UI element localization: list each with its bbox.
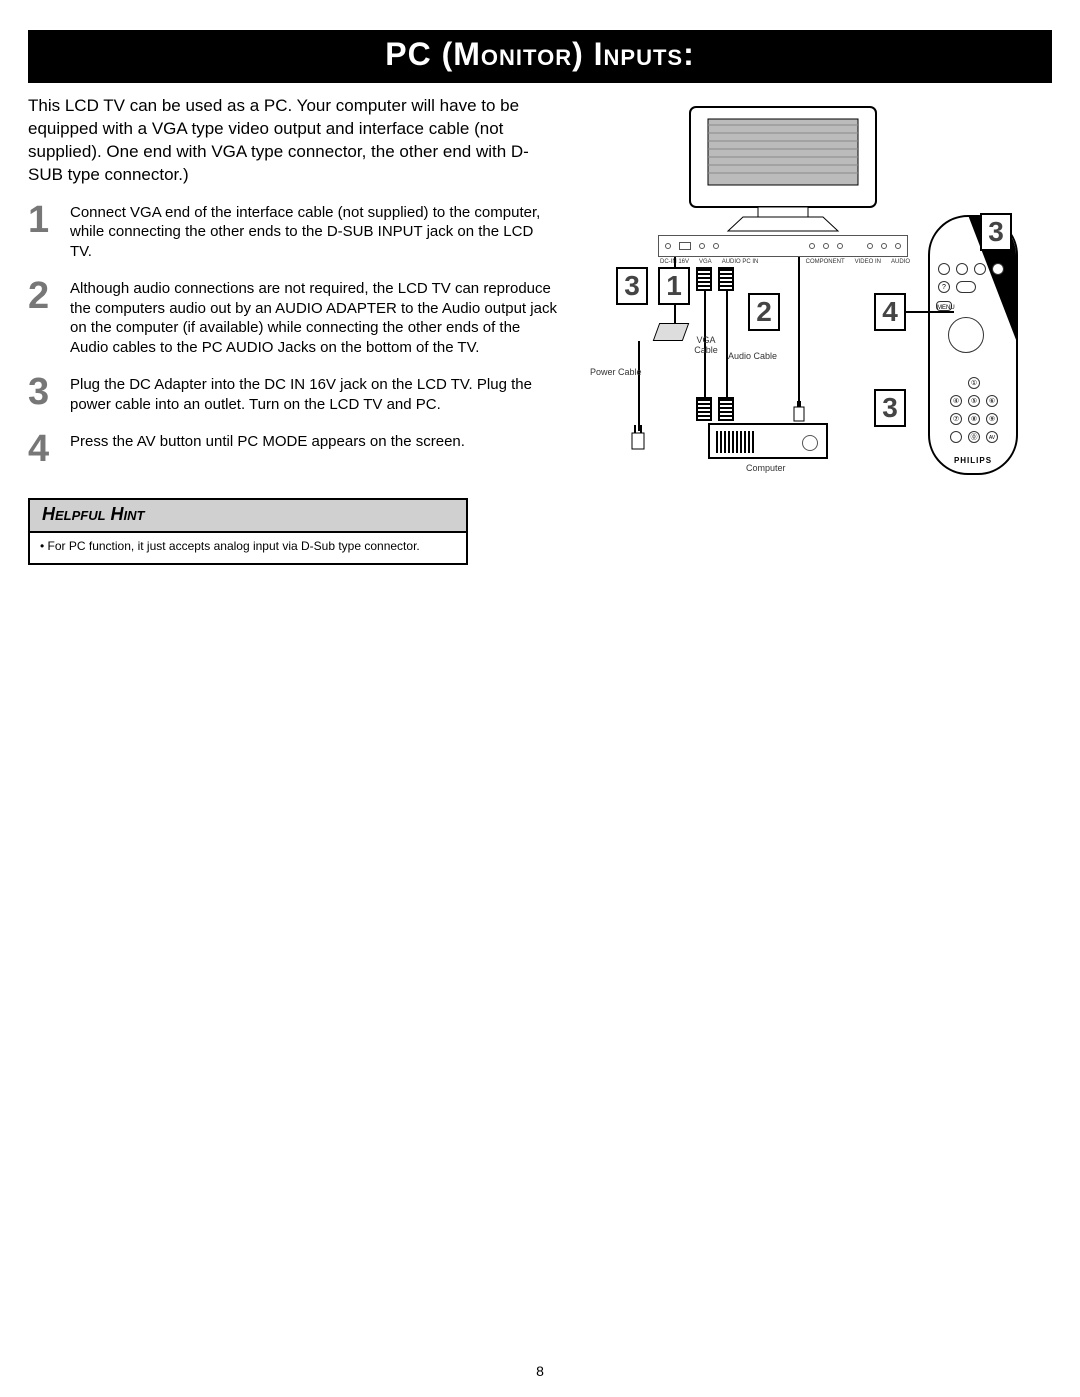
- audio-cable-label: Audio Cable: [728, 351, 777, 361]
- callout-3: 3: [616, 267, 648, 305]
- port-strip: [658, 235, 908, 257]
- remote-control-icon: ? MENU ① ④⑤⑥ ⑦⑧⑨ ⓪AV PHILIPS: [928, 215, 1018, 475]
- vga-cable-line: [726, 291, 728, 401]
- content-columns: This LCD TV can be used as a PC. Your co…: [28, 95, 1052, 565]
- vga-cable-label: VGA Cable: [686, 335, 726, 355]
- vga-connector-icon: [696, 267, 712, 291]
- audio-cable-line: [798, 257, 800, 407]
- step-text: Press the AV button until PC MODE appear…: [70, 430, 465, 468]
- callout-3: 3: [874, 389, 906, 427]
- power-cable-label: Power Cable: [590, 367, 642, 377]
- step-text: Although audio connections are not requi…: [70, 277, 558, 357]
- intro-text: This LCD TV can be used as a PC. Your co…: [28, 95, 558, 187]
- step-number: 4: [28, 430, 56, 468]
- callout-4: 4: [874, 293, 906, 331]
- callout-2: 2: [748, 293, 780, 331]
- connection-diagram: DC-IN 16V VGA AUDIO PC IN COMPONENT VIDE…: [578, 95, 1018, 495]
- page-title: PC (Monitor) Inputs:: [28, 30, 1052, 83]
- helpful-hint-box: Helpful Hint • For PC function, it just …: [28, 498, 468, 565]
- computer-label: Computer: [746, 463, 786, 473]
- audio-jack-icon: [790, 401, 808, 423]
- callout-3: 3: [980, 213, 1012, 251]
- callout-line: [906, 311, 954, 313]
- left-column: This LCD TV can be used as a PC. Your co…: [28, 95, 558, 565]
- step-number: 2: [28, 277, 56, 357]
- computer-icon: [708, 423, 828, 459]
- hint-body: • For PC function, it just accepts analo…: [30, 533, 466, 563]
- step-number: 1: [28, 201, 56, 262]
- step-text: Plug the DC Adapter into the DC IN 16V j…: [70, 373, 558, 414]
- plug-icon: [626, 425, 650, 455]
- dc-adapter-icon: [653, 323, 690, 341]
- step-3: 3 Plug the DC Adapter into the DC IN 16V…: [28, 373, 558, 414]
- right-column: DC-IN 16V VGA AUDIO PC IN COMPONENT VIDE…: [578, 95, 1052, 565]
- page-number: 8: [0, 1363, 1080, 1379]
- step-number: 3: [28, 373, 56, 414]
- step-1: 1 Connect VGA end of the interface cable…: [28, 201, 558, 262]
- vga-connector-icon: [696, 397, 712, 421]
- step-text: Connect VGA end of the interface cable (…: [70, 201, 558, 262]
- tv-back-icon: [688, 105, 878, 235]
- brand-label: PHILIPS: [930, 456, 1016, 465]
- power-cable-line: [638, 341, 640, 431]
- vga-connector-icon: [718, 397, 734, 421]
- callout-1: 1: [658, 267, 690, 305]
- vga-connector-icon: [718, 267, 734, 291]
- step-2: 2 Although audio connections are not req…: [28, 277, 558, 357]
- step-4: 4 Press the AV button until PC MODE appe…: [28, 430, 558, 468]
- port-labels: DC-IN 16V VGA AUDIO PC IN COMPONENT VIDE…: [660, 259, 910, 265]
- hint-heading: Helpful Hint: [30, 500, 466, 533]
